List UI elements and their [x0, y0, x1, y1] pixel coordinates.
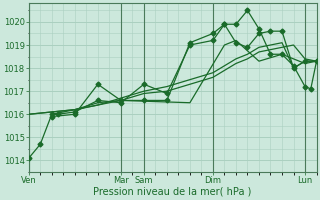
X-axis label: Pression niveau de la mer( hPa ): Pression niveau de la mer( hPa ) [93, 187, 252, 197]
